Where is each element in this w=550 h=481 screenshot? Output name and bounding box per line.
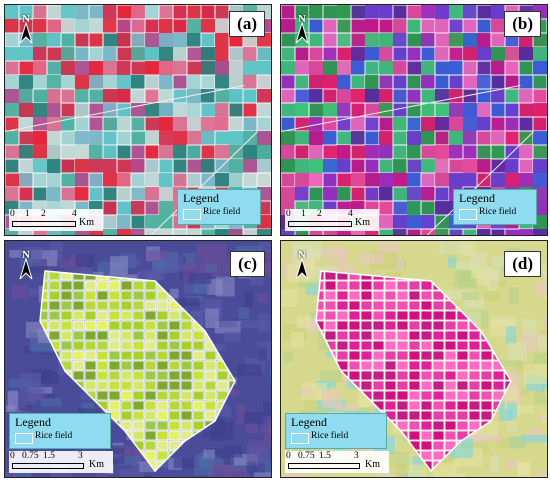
legend-item-label: Rice field — [479, 207, 517, 217]
scale-bar: 0 0.75 1.5 3 Km — [9, 451, 113, 473]
legend-item-label: Rice field — [35, 431, 73, 441]
legend-title: Legend — [459, 191, 495, 205]
scale-tick: 2 — [317, 209, 322, 219]
scale-tick: 0 — [10, 209, 15, 219]
legend: Legend Rice field — [285, 413, 387, 449]
legend-swatch — [291, 433, 309, 444]
north-arrow-icon: N — [17, 249, 35, 281]
legend-item-label: Rice field — [203, 207, 241, 217]
scale-line — [288, 463, 360, 469]
scale-tick: 4 — [348, 209, 353, 219]
scale-line — [12, 221, 76, 227]
north-arrow-icon: N — [293, 13, 311, 45]
scale-tick: 1.5 — [319, 451, 331, 461]
north-label: N — [298, 249, 306, 261]
north-label: N — [22, 249, 30, 261]
panel-a: N (a) Legend Rice field 0 1 2 4 Km — [4, 4, 272, 236]
scale-tick: 0 — [10, 451, 15, 461]
panel-label: (d) — [504, 251, 541, 277]
scale-tick: 0 — [286, 451, 291, 461]
scale-unit: Km — [355, 217, 370, 228]
panel-d: N (d) Legend Rice field 0 0.75 1.5 3 Km — [280, 240, 548, 478]
panel-label: (a) — [229, 11, 265, 37]
scale-bar: 0 0.75 1.5 3 Km — [285, 451, 389, 473]
scale-bar: 0 1 2 4 Km — [285, 209, 379, 231]
legend-title: Legend — [15, 415, 51, 429]
scale-tick: 4 — [72, 209, 77, 219]
scale-line — [288, 221, 352, 227]
panel-label: (b) — [504, 11, 541, 37]
scale-unit: Km — [365, 459, 380, 470]
legend-swatch — [183, 209, 201, 220]
scale-bar: 0 1 2 4 Km — [9, 209, 103, 231]
legend: Legend Rice field — [453, 189, 537, 225]
scale-tick: 0.75 — [22, 451, 39, 461]
north-label: N — [22, 13, 30, 25]
satellite-image-a — [5, 5, 271, 235]
legend-swatch — [459, 209, 477, 220]
legend-title: Legend — [291, 415, 327, 429]
scale-tick: 1 — [301, 209, 306, 219]
legend-title: Legend — [183, 191, 219, 205]
scale-tick: 2 — [41, 209, 46, 219]
north-arrow-icon: N — [17, 13, 35, 45]
legend: Legend Rice field — [9, 413, 111, 449]
panel-b: N (b) Legend Rice field 0 1 2 4 Km — [280, 4, 548, 236]
scale-tick: 0 — [286, 209, 291, 219]
scale-unit: Km — [89, 459, 104, 470]
scale-tick: 0.75 — [298, 451, 315, 461]
north-arrow-icon: N — [293, 249, 311, 281]
scale-unit: Km — [79, 217, 94, 228]
scale-tick: 1 — [25, 209, 30, 219]
scale-tick: 1.5 — [43, 451, 55, 461]
legend: Legend Rice field — [177, 189, 261, 225]
north-label: N — [298, 13, 306, 25]
scale-tick: 3 — [354, 451, 359, 461]
legend-swatch — [15, 433, 33, 444]
panel-c: N (c) Legend Rice field 0 0.75 1.5 3 Km — [4, 240, 272, 478]
scale-line — [12, 463, 84, 469]
panel-label: (c) — [230, 251, 265, 277]
legend-item-label: Rice field — [311, 431, 349, 441]
scale-tick: 3 — [78, 451, 83, 461]
